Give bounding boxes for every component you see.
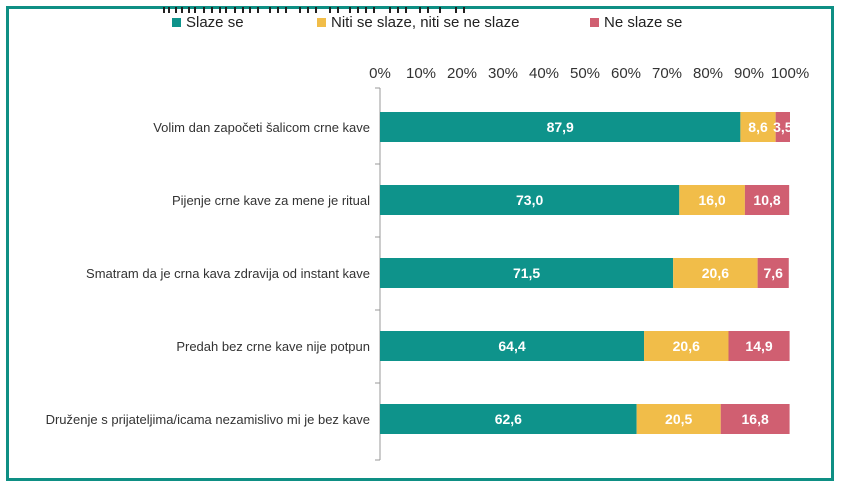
x-tick-label: 10% — [406, 65, 436, 82]
clipped-glyph — [463, 7, 465, 13]
clipped-glyph — [242, 7, 244, 13]
data-label: 10,8 — [753, 192, 780, 208]
x-tick-label: 40% — [529, 65, 559, 82]
x-tick-label: 100% — [771, 65, 809, 82]
x-tick-label: 60% — [611, 65, 641, 82]
legend-label-niti: Niti se slaze, niti se ne slaze — [331, 14, 520, 31]
clipped-glyph — [373, 7, 375, 13]
bar-segment — [380, 331, 645, 361]
clipped-glyph — [285, 7, 287, 13]
clipped-glyph — [365, 7, 367, 13]
bar-segment — [757, 258, 789, 288]
bar-segment — [644, 331, 729, 361]
bar-segment — [740, 112, 776, 142]
x-tick-label: 20% — [447, 65, 477, 82]
clipped-glyph — [277, 7, 279, 13]
clipped-glyph — [349, 7, 351, 13]
clipped-glyph — [175, 7, 177, 13]
data-label: 20,5 — [665, 411, 692, 427]
bar-segment — [744, 185, 790, 215]
legend-label-ne-slaze-se: Ne slaze se — [604, 14, 683, 31]
x-tick-label: 50% — [570, 65, 600, 82]
data-label: 16,8 — [742, 411, 769, 427]
clipped-glyph — [234, 7, 236, 13]
legend-swatch-niti — [317, 18, 326, 27]
legend-item-slaze-se: Slaze se — [172, 14, 244, 31]
legend-swatch-ne-slaze-se — [590, 18, 599, 27]
bar-segment — [636, 404, 721, 434]
data-label: 62,6 — [495, 411, 522, 427]
clipped-glyph — [211, 7, 213, 13]
bar-segment — [380, 112, 741, 142]
clipped-glyph — [307, 7, 309, 13]
data-label: 73,0 — [516, 192, 543, 208]
clipped-title-fragment — [159, 7, 479, 13]
clipped-glyph — [419, 7, 421, 13]
clipped-glyph — [163, 7, 165, 13]
legend: Slaze se Niti se slaze, niti se ne slaze… — [0, 14, 842, 36]
clipped-glyph — [427, 7, 429, 13]
data-label: 87,9 — [547, 119, 574, 135]
clipped-glyph — [357, 7, 359, 13]
clipped-glyph — [299, 7, 301, 13]
chart-frame — [6, 6, 834, 481]
clipped-glyph — [329, 7, 331, 13]
bar-segment — [720, 404, 790, 434]
x-tick-label: 30% — [488, 65, 518, 82]
clipped-glyph — [455, 7, 457, 13]
data-label: 14,9 — [745, 338, 772, 354]
bar-segment — [380, 185, 680, 215]
bar-segment — [380, 404, 637, 434]
clipped-glyph — [188, 7, 190, 13]
clipped-glyph — [219, 7, 221, 13]
bar-segment — [728, 331, 790, 361]
category-label: Druženje s prijateljima/icama nezamisliv… — [46, 412, 370, 427]
data-label: 20,6 — [702, 265, 729, 281]
bar-segment — [775, 112, 790, 142]
clipped-glyph — [405, 7, 407, 13]
data-label: 8,6 — [748, 119, 768, 135]
bar-segment — [679, 185, 745, 215]
category-label: Smatram da je crna kava zdravija od inst… — [86, 266, 370, 281]
data-label: 20,6 — [673, 338, 700, 354]
x-tick-label: 80% — [693, 65, 723, 82]
clipped-glyph — [181, 7, 183, 13]
category-label: Pijenje crne kave za mene je ritual — [172, 193, 370, 208]
legend-swatch-slaze-se — [172, 18, 181, 27]
data-label: 16,0 — [698, 192, 725, 208]
clipped-glyph — [389, 7, 391, 13]
clipped-glyph — [439, 7, 441, 13]
x-tick-label: 0% — [369, 65, 391, 82]
x-tick-label: 70% — [652, 65, 682, 82]
data-label: 71,5 — [513, 265, 540, 281]
clipped-glyph — [315, 7, 317, 13]
legend-label-slaze-se: Slaze se — [186, 14, 244, 31]
category-label: Volim dan započeti šalicom crne kave — [153, 120, 370, 135]
clipped-glyph — [249, 7, 251, 13]
data-label: 3,5 — [773, 119, 793, 135]
data-label: 64,4 — [498, 338, 525, 354]
x-tick-label: 90% — [734, 65, 764, 82]
category-label: Predah bez crne kave nije potpun — [176, 339, 370, 354]
legend-item-ne-slaze-se: Ne slaze se — [590, 14, 682, 31]
legend-item-niti: Niti se slaze, niti se ne slaze — [317, 14, 519, 31]
bar-segment — [380, 258, 674, 288]
data-label: 7,6 — [763, 265, 783, 281]
clipped-glyph — [269, 7, 271, 13]
clipped-glyph — [337, 7, 339, 13]
bar-segment — [673, 258, 758, 288]
clipped-glyph — [257, 7, 259, 13]
clipped-glyph — [168, 7, 170, 13]
clipped-glyph — [397, 7, 399, 13]
clipped-glyph — [203, 7, 205, 13]
clipped-glyph — [225, 7, 227, 13]
clipped-glyph — [194, 7, 196, 13]
